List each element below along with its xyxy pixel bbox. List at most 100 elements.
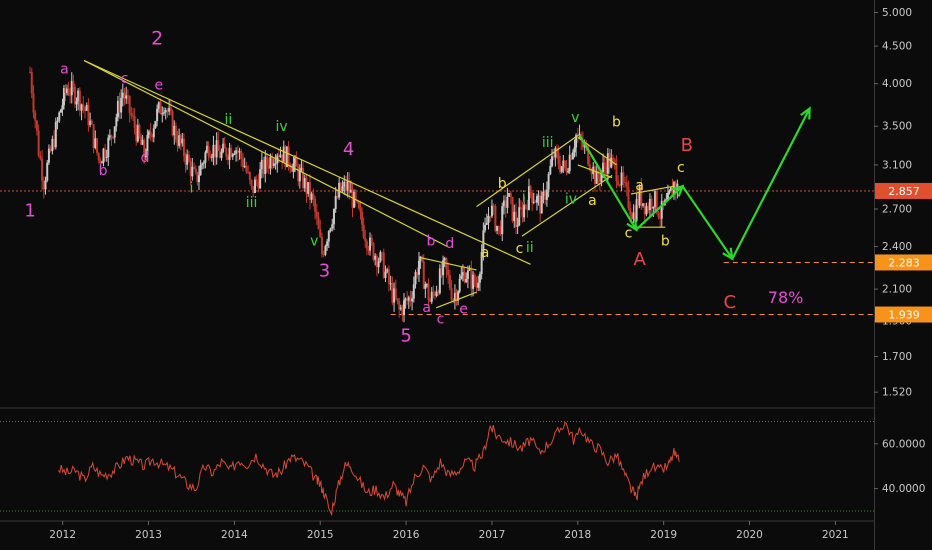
wave-label: b: [661, 233, 670, 249]
candle-body: [322, 253, 325, 255]
price-tick-label: 1.520: [882, 387, 912, 399]
candle-body: [29, 71, 32, 73]
candle-body: [382, 252, 385, 278]
candle-body: [537, 195, 540, 197]
candle-body: [30, 72, 33, 94]
candle-body: [575, 135, 578, 148]
wave-label: 1: [24, 200, 35, 221]
candle-body: [110, 135, 113, 138]
candle-body: [194, 168, 197, 173]
candle-body: [551, 156, 554, 167]
candle-body: [260, 159, 263, 170]
candle-body: [391, 283, 394, 303]
time-tick-label: 2018: [564, 529, 591, 541]
candle-body: [379, 252, 382, 262]
candle-body: [135, 127, 138, 142]
candle-body: [107, 137, 110, 157]
candle-body: [524, 204, 527, 206]
price-tick-label: 4.500: [882, 41, 912, 53]
candle-body: [484, 224, 487, 231]
candle-body: [427, 283, 430, 301]
candle-body: [102, 148, 105, 163]
candle-body: [97, 152, 100, 161]
candle-body: [430, 291, 433, 302]
candle-body: [118, 100, 121, 113]
candle-body: [466, 270, 469, 279]
candle-body: [53, 138, 56, 148]
price-tick-label: 4.000: [882, 78, 912, 90]
candle-body: [485, 223, 488, 225]
wave-label: ii: [526, 240, 534, 256]
candle-body: [59, 109, 62, 113]
candle-body: [571, 152, 574, 160]
candle-body: [497, 225, 500, 227]
candle-body: [473, 274, 476, 285]
candle-body: [448, 274, 451, 289]
candle-body: [499, 226, 502, 235]
candle-body: [215, 140, 218, 158]
candle-body: [560, 166, 563, 172]
candle-body: [332, 209, 335, 225]
price-tick-label: 2.700: [882, 203, 912, 215]
candle-body: [37, 130, 40, 156]
candle-body: [148, 131, 151, 136]
candle-body: [494, 206, 497, 231]
candle-body: [187, 154, 190, 162]
candle-body: [100, 162, 103, 164]
candle-body: [290, 168, 293, 172]
candle-body: [669, 187, 672, 191]
wave-label: 3: [319, 260, 330, 281]
projection-arrowhead: [722, 247, 734, 261]
candle-body: [477, 282, 480, 288]
candle-body: [472, 274, 475, 289]
wave-label: iii: [542, 135, 554, 151]
candle-body: [375, 255, 378, 268]
trendline: [521, 174, 613, 237]
candle-body: [236, 150, 239, 153]
candle-body: [587, 146, 590, 165]
trendline: [83, 60, 448, 248]
candle-body: [367, 248, 370, 251]
candle-body: [519, 207, 522, 209]
candle-body: [516, 225, 519, 227]
candle-body: [58, 112, 61, 121]
candle-body: [303, 177, 306, 189]
candle-body: [624, 181, 627, 183]
candle-body: [113, 126, 116, 138]
candle-body: [452, 299, 455, 301]
candle-body: [307, 182, 310, 194]
candle-body: [482, 230, 485, 252]
time-tick-label: 2019: [650, 529, 677, 541]
candle-body: [612, 157, 615, 160]
candle-body: [212, 144, 215, 157]
candle-body: [557, 153, 560, 165]
candle-body: [578, 133, 581, 137]
price-tick-label: 3.500: [882, 121, 912, 133]
candle-body: [104, 148, 107, 158]
candle-body: [386, 269, 389, 272]
candle-body: [581, 140, 584, 148]
candle-body: [173, 125, 176, 136]
candle-body: [357, 201, 360, 209]
candle-body: [228, 147, 231, 160]
candle-body: [39, 155, 42, 159]
candle-body: [422, 261, 425, 289]
candle-body: [404, 298, 407, 301]
candle-body: [492, 205, 495, 207]
level-price-tag: 1.939: [888, 309, 920, 322]
candle-body: [238, 151, 241, 153]
candle-body: [668, 190, 671, 193]
candle-body: [166, 110, 169, 112]
candle-body: [94, 138, 97, 149]
candle-body: [671, 187, 674, 196]
candle-body: [362, 224, 365, 238]
candle-body: [394, 288, 397, 299]
candle-body: [433, 292, 436, 297]
candle-body: [305, 177, 308, 194]
candle-body: [615, 162, 618, 182]
candle-body: [552, 156, 555, 158]
trendline: [630, 185, 675, 195]
grid-layer: [0, 0, 875, 550]
